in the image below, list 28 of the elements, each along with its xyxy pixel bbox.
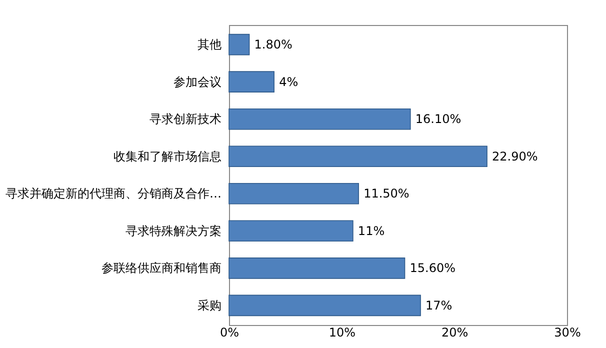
y-tick-label: 采购 <box>198 298 222 312</box>
data-label: 1.80% <box>254 38 292 52</box>
bar <box>228 34 250 56</box>
y-tick-label: 参加会议 <box>174 74 222 89</box>
data-label: 4% <box>279 74 298 89</box>
y-tick-label: 寻求并确定新的代理商、分销商及合作… <box>6 186 222 201</box>
bar <box>228 108 411 130</box>
y-tick-label: 参联络供应商和销售商 <box>102 261 222 276</box>
y-tick-label: 其他 <box>198 38 222 52</box>
x-tick-label: 10% <box>328 326 356 340</box>
y-tick-label: 收集和了解市场信息 <box>114 149 222 164</box>
y-tick-label: 寻求特殊解决方案 <box>126 224 222 238</box>
y-tick-label: 寻求创新技术 <box>150 112 222 126</box>
data-label: 17% <box>426 298 452 312</box>
bar <box>228 182 359 204</box>
bar <box>228 220 354 242</box>
bar <box>228 258 406 279</box>
x-tick-label: 30% <box>554 326 581 340</box>
data-label: 16.10% <box>415 112 462 126</box>
data-label: 11% <box>358 224 385 238</box>
data-label: 11.50% <box>364 186 410 201</box>
data-label: 22.90% <box>492 149 538 164</box>
bar <box>228 294 421 316</box>
bar <box>228 146 488 168</box>
x-tick-label: 20% <box>441 326 468 340</box>
data-label: 15.60% <box>410 261 456 276</box>
bar <box>228 71 274 92</box>
x-tick-label: 0% <box>220 326 240 340</box>
